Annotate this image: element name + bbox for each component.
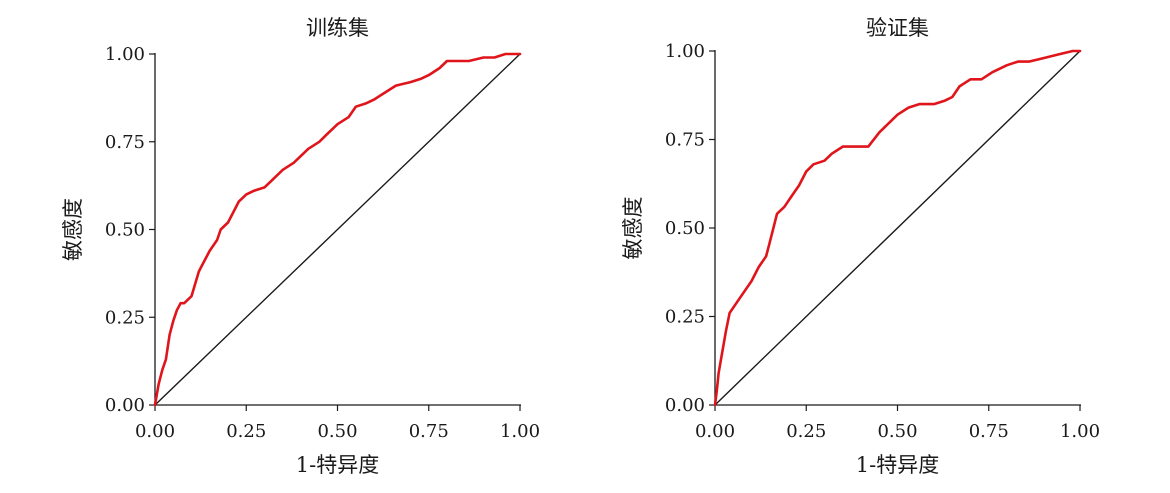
- x-tick-label: 0.75: [969, 421, 1009, 442]
- y-axis-label: 敏感度: [621, 197, 645, 260]
- roc-curve-line: [153, 52, 522, 407]
- y-axis-label: 敏感度: [61, 198, 85, 261]
- x-tick-label: 0.00: [135, 421, 175, 442]
- y-tick-label: 0.75: [105, 132, 145, 153]
- chart-panel-2: 验证集 0.00 0.25 0.50 0.75 1.00 0.00 0.25 0.50 0.75 1…: [621, 16, 1100, 477]
- x-tick-label: 0.25: [226, 421, 266, 442]
- chart-title: 验证集: [866, 16, 929, 40]
- x-tick-label: 0.00: [695, 421, 735, 442]
- chart-title: 训练集: [306, 16, 369, 40]
- y-tick-label: 0.00: [105, 395, 145, 416]
- x-tick-label: 0.75: [409, 421, 449, 442]
- y-tick-label: 0.25: [665, 307, 705, 328]
- y-tick-label: 0.50: [665, 218, 705, 239]
- x-axis-label: 1-特异度: [296, 453, 379, 477]
- x-tick-label: 1.00: [500, 421, 540, 442]
- y-tick-label: 0.25: [105, 307, 145, 328]
- x-axis-label: 1-特异度: [856, 453, 939, 477]
- x-tick-label: 0.50: [317, 421, 357, 442]
- x-tick-label: 0.50: [877, 421, 917, 442]
- y-tick-label: 0.00: [665, 395, 705, 416]
- y-tick-label: 1.00: [665, 41, 705, 62]
- x-tick-label: 0.25: [786, 421, 826, 442]
- y-tick-label: 1.00: [105, 44, 145, 65]
- reference-diagonal-line: [714, 50, 1081, 406]
- y-tick-label: 0.50: [105, 220, 145, 241]
- chart-panel-1: 训练集 0.00 0.25 0.50 0.75 1.00 0.00 0.25 0.50 0.75 1…: [61, 16, 540, 477]
- y-tick-label: 0.75: [665, 130, 705, 151]
- reference-diagonal-line: [154, 53, 521, 406]
- x-tick-label: 1.00: [1060, 421, 1100, 442]
- roc-curve-line: [713, 49, 1082, 407]
